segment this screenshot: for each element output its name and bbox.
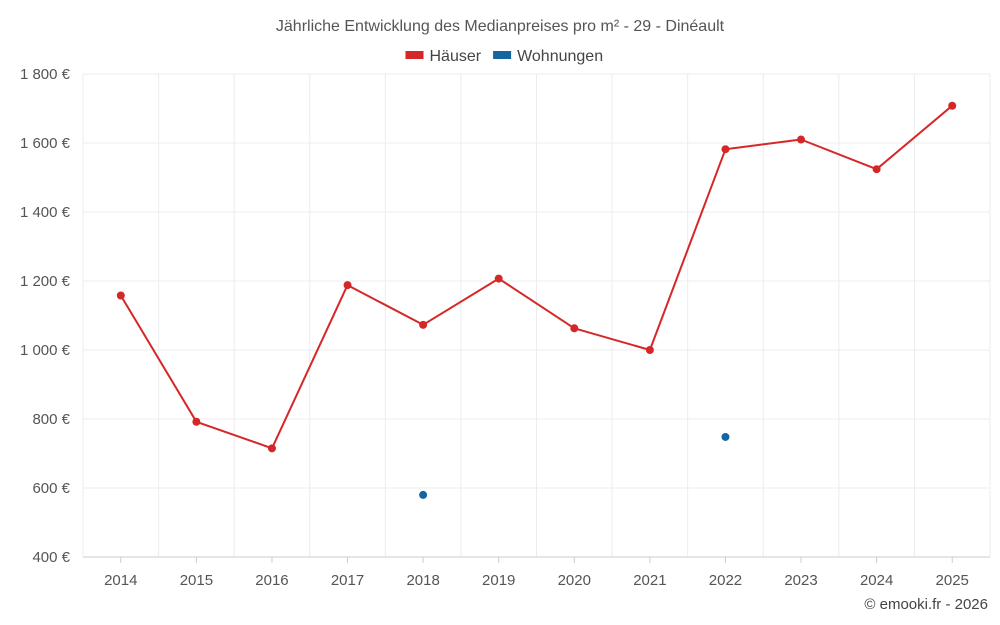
legend-label-wohnungen: Wohnungen xyxy=(517,48,603,65)
data-point-wohnungen xyxy=(721,432,730,441)
x-tick-label: 2016 xyxy=(255,572,288,589)
x-tick-label: 2015 xyxy=(180,572,213,589)
series xyxy=(116,101,957,499)
data-point-haeuser xyxy=(570,324,579,333)
data-point-haeuser xyxy=(343,281,352,290)
data-point-haeuser xyxy=(645,346,654,354)
data-point-haeuser xyxy=(797,135,806,144)
legend-label-haeuser: Häuser xyxy=(430,48,482,65)
y-tick-label: 600 € xyxy=(32,480,70,497)
data-point-haeuser xyxy=(419,320,428,329)
y-tick-label: 1 800 € xyxy=(20,66,71,83)
y-tick-label: 400 € xyxy=(32,549,70,566)
x-tick-label: 2014 xyxy=(104,572,137,589)
x-tick-label: 2025 xyxy=(936,572,969,589)
y-tick-label: 800 € xyxy=(32,411,70,428)
data-point-haeuser xyxy=(494,274,503,283)
data-point-haeuser xyxy=(721,145,730,154)
x-tick-label: 2020 xyxy=(558,572,591,589)
y-tick-label: 1 600 € xyxy=(20,135,71,152)
x-tick-label: 2018 xyxy=(406,572,439,589)
legend: Häuser Wohnungen xyxy=(405,48,603,65)
data-point-haeuser xyxy=(872,165,881,174)
x-tick-label: 2021 xyxy=(633,572,666,589)
grid xyxy=(82,73,991,557)
legend-swatch-wohnungen xyxy=(493,51,512,59)
data-point-haeuser xyxy=(267,444,276,453)
x-tick-label: 2022 xyxy=(709,572,742,589)
y-tick-label: 1 400 € xyxy=(20,204,71,221)
y-tick-label: 1 200 € xyxy=(20,273,71,290)
data-point-haeuser xyxy=(948,101,957,110)
y-tick-label: 1 000 € xyxy=(20,342,71,359)
axes: 400 € 600 € 800 € 1 000 € 1 200 € 1 400 € 1 60… xyxy=(20,66,990,589)
x-tick-label: 2024 xyxy=(860,572,893,589)
x-tick-label: 2023 xyxy=(784,572,817,589)
data-point-haeuser xyxy=(192,417,201,426)
credit-text: © emooki.fr - 2026 xyxy=(864,596,988,613)
legend-swatch-haeuser xyxy=(405,51,424,59)
x-tick-label: 2017 xyxy=(331,572,364,589)
series-line-haeuser xyxy=(119,104,953,450)
x-tick-label: 2019 xyxy=(482,572,515,589)
chart-title: Jährliche Entwicklung des Medianpreises … xyxy=(276,18,725,35)
data-point-wohnungen xyxy=(419,490,428,499)
data-point-haeuser xyxy=(116,291,125,300)
